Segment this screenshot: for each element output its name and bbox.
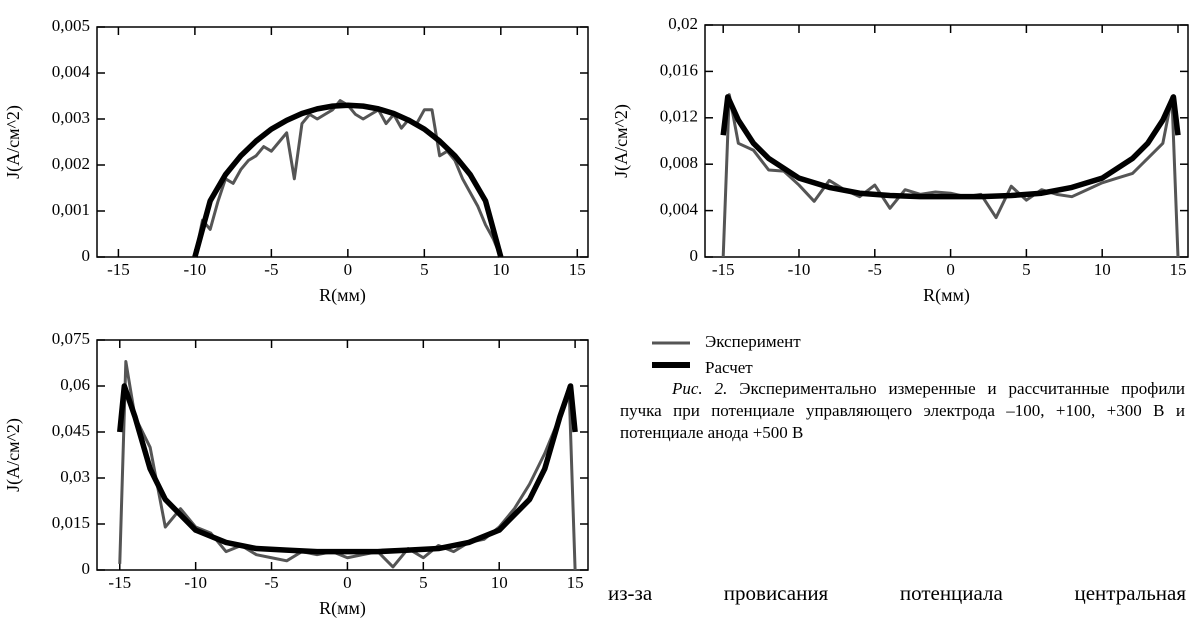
y-tick-label: 0,004: [52, 62, 91, 81]
x-axis-title: R(мм): [923, 285, 970, 306]
x-axis-title: R(мм): [319, 598, 366, 619]
x-tick-label: 0: [946, 260, 955, 279]
x-tick-label: 15: [569, 260, 586, 279]
series-line: [193, 99, 503, 258]
y-tick-label: 0,003: [52, 108, 90, 127]
y-tick-label: 0,02: [668, 14, 698, 33]
legend-label: Эксперимент: [705, 332, 801, 351]
body-text: из-за провисания потенциала центральная: [608, 581, 1186, 605]
x-tick-label: 10: [491, 573, 508, 592]
x-tick-label: 10: [492, 260, 509, 279]
y-tick-label: 0: [690, 246, 699, 265]
y-axis-title: J(A/см^2): [611, 104, 632, 178]
x-axis-title: R(мм): [319, 285, 366, 306]
plot-frame: [96, 339, 589, 571]
x-tick-label: 15: [1169, 260, 1186, 279]
series-line: [720, 94, 1181, 200]
x-tick-label: -5: [868, 260, 882, 279]
x-tick-label: 0: [344, 260, 353, 279]
x-tick-label: -5: [264, 573, 278, 592]
x-tick-label: 15: [567, 573, 584, 592]
y-tick-label: 0,015: [52, 513, 90, 532]
y-tick-label: 0,005: [52, 16, 90, 35]
plot-frame: [704, 24, 1189, 258]
x-tick-label: -15: [107, 260, 130, 279]
x-tick-label: -15: [712, 260, 735, 279]
y-tick-label: 0,008: [660, 153, 698, 172]
x-tick-label: -5: [264, 260, 278, 279]
x-tick-label: 10: [1094, 260, 1111, 279]
x-tick-label: 5: [420, 260, 429, 279]
x-tick-label: -15: [108, 573, 131, 592]
y-tick-label: 0,002: [52, 154, 90, 173]
caption-label: Рис. 2.: [672, 379, 728, 398]
y-axis-title: J(A/см^2): [3, 105, 24, 179]
x-tick-label: -10: [184, 260, 207, 279]
y-tick-label: 0: [82, 559, 91, 578]
series-line: [192, 102, 504, 258]
series-line: [118, 359, 577, 571]
y-tick-label: 0: [82, 246, 91, 265]
series-line: [117, 383, 578, 555]
x-tick-label: -10: [184, 573, 207, 592]
y-tick-label: 0,012: [660, 107, 698, 126]
legend-label: Расчет: [705, 358, 753, 377]
y-tick-label: 0,06: [60, 375, 90, 394]
y-axis-title: J(A/см^2): [3, 418, 24, 492]
y-tick-label: 0,03: [60, 467, 90, 486]
y-tick-label: 0,016: [660, 60, 698, 79]
y-tick-label: 0,045: [52, 421, 90, 440]
plot-frame: [96, 26, 589, 258]
y-tick-label: 0,004: [660, 200, 699, 219]
caption: Рис. 2. Экспериментально измеренные и ра…: [620, 378, 1185, 444]
y-tick-label: 0,001: [52, 200, 90, 219]
y-tick-label: 0,075: [52, 329, 90, 348]
series-line: [721, 93, 1180, 258]
caption-text: Экспериментально измеренные и рассчитанн…: [620, 379, 1185, 442]
x-tick-label: -10: [788, 260, 811, 279]
x-tick-label: 5: [419, 573, 428, 592]
x-tick-label: 5: [1022, 260, 1031, 279]
x-tick-label: 0: [343, 573, 352, 592]
